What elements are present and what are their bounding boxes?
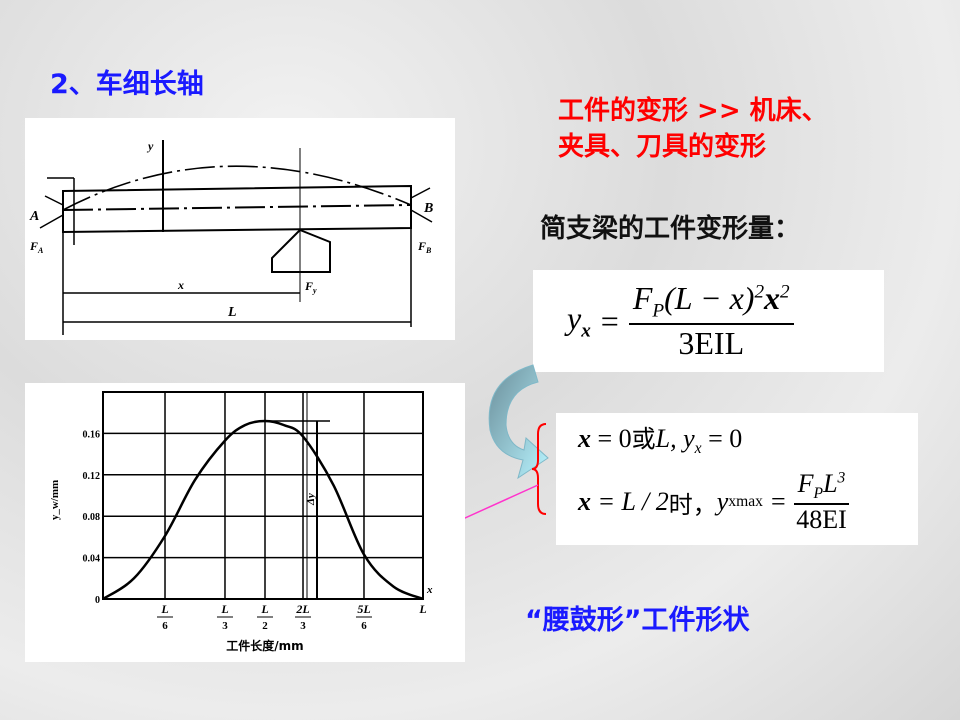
plot-frame (102, 391, 424, 600)
x-axis-end-label: x (426, 584, 433, 596)
label-x: x (177, 278, 184, 292)
x-tick-label: 5L (357, 602, 370, 616)
deflection-formula: yx = FP(L − x)2x2 3EIL (533, 270, 884, 372)
x-tick-label: L (260, 602, 268, 616)
deflection-curve (102, 419, 424, 601)
x-tick-label: 3 (300, 620, 306, 632)
deflection-chart: 0 0.04 0.08 0.12 0.16 L 6 L 3 L 2 2L 3 5L 6 L Δy x y_w/mm 工… (25, 383, 465, 662)
label-fa: FA (29, 239, 44, 255)
condition-ends: x = 0或L, yx = 0 (578, 424, 743, 458)
y-axis-label: y_w/mm (49, 480, 61, 520)
y-tick-label: 0.08 (83, 512, 101, 523)
condition-midpoint: x = L / 2 时， y xmax = FPL3 48EI (578, 469, 850, 535)
label-y: y (146, 139, 154, 153)
deflection-curve (62, 165, 412, 211)
tool-shape (271, 228, 331, 273)
x-tick-label: L (418, 602, 426, 616)
label-a: A (29, 209, 39, 224)
dimension-lines (63, 292, 411, 323)
beam-diagram: A B FA FB Fy x L y (25, 118, 455, 340)
center-line (62, 204, 412, 211)
label-b: B (423, 201, 433, 216)
y-tick-label: 0.16 (83, 429, 101, 440)
deformation-note-line1: 工件的变形 >> 机床、 (558, 96, 828, 126)
label-fy: Fy (304, 279, 317, 295)
label-fb: FB (417, 239, 432, 255)
x-tick-label: 3 (222, 620, 228, 632)
slide-title: 2、车细长轴 (50, 69, 204, 100)
delta-y-label: Δy (305, 493, 317, 506)
label-l: L (227, 305, 237, 320)
y-tick-label: 0 (95, 595, 100, 606)
shape-caption: “腰鼓形”工件形状 (525, 605, 750, 636)
y-tick-label: 0.04 (83, 554, 101, 565)
x-tick-label: 6 (361, 620, 367, 632)
x-tick-label: 6 (162, 620, 168, 632)
x-tick-label: L (220, 602, 228, 616)
deformation-note-line2: 夹具、刀具的变形 (558, 132, 767, 162)
brace-icon (531, 423, 547, 515)
x-axis-label: 工件长度/mm (226, 638, 303, 653)
y-tick-label: 0.12 (83, 471, 101, 482)
boundary-conditions: x = 0或L, yx = 0 x = L / 2 时， y xmax = FPL3… (556, 413, 918, 545)
x-tick-label: 2L (295, 602, 309, 616)
x-tick-label: L (160, 602, 168, 616)
subtitle: 简支梁的工件变形量： (540, 214, 801, 244)
x-tick-label: 2 (262, 620, 268, 632)
